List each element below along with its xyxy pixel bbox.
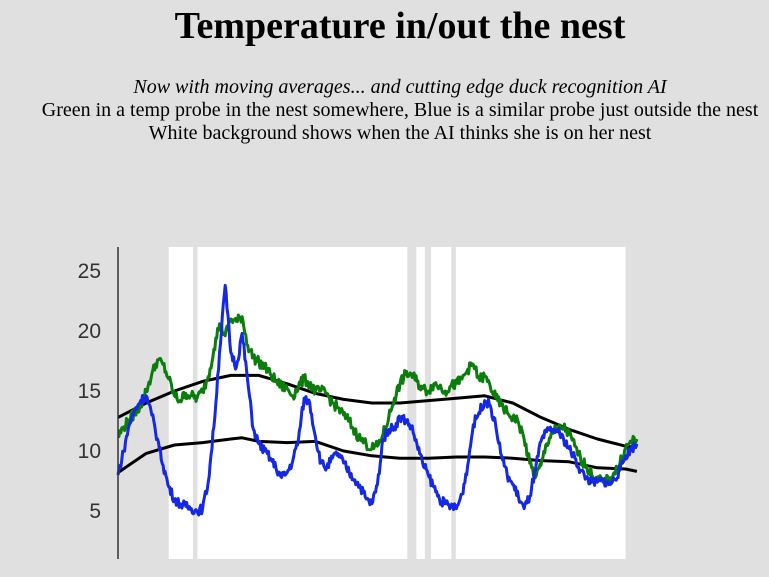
chart-title: Temperature in/out the nest	[174, 5, 626, 47]
y-tick-label-25: 25	[78, 260, 101, 283]
y-axis: 5 10 15 20 25	[78, 247, 119, 559]
series-line-nest	[117, 313, 639, 488]
y-tick-label-15: 15	[78, 380, 101, 403]
y-tick-label-10: 10	[78, 440, 101, 463]
series-line-outside	[116, 283, 639, 517]
series-layer	[116, 283, 639, 517]
y-tick-label-20: 20	[78, 320, 101, 343]
on-nest-span-2	[416, 247, 425, 559]
y-tick-label-5: 5	[89, 500, 101, 523]
on-nest-span-3	[431, 247, 452, 559]
subtitle-line-2: Green in a temp probe in the nest somewh…	[41, 99, 759, 121]
subtitle-italic: Now with moving averages... and cutting …	[133, 76, 667, 98]
subtitle-line-3: White background shows when the AI think…	[148, 122, 652, 144]
chart-subtitle-block: Now with moving averages... and cutting …	[0, 76, 769, 145]
